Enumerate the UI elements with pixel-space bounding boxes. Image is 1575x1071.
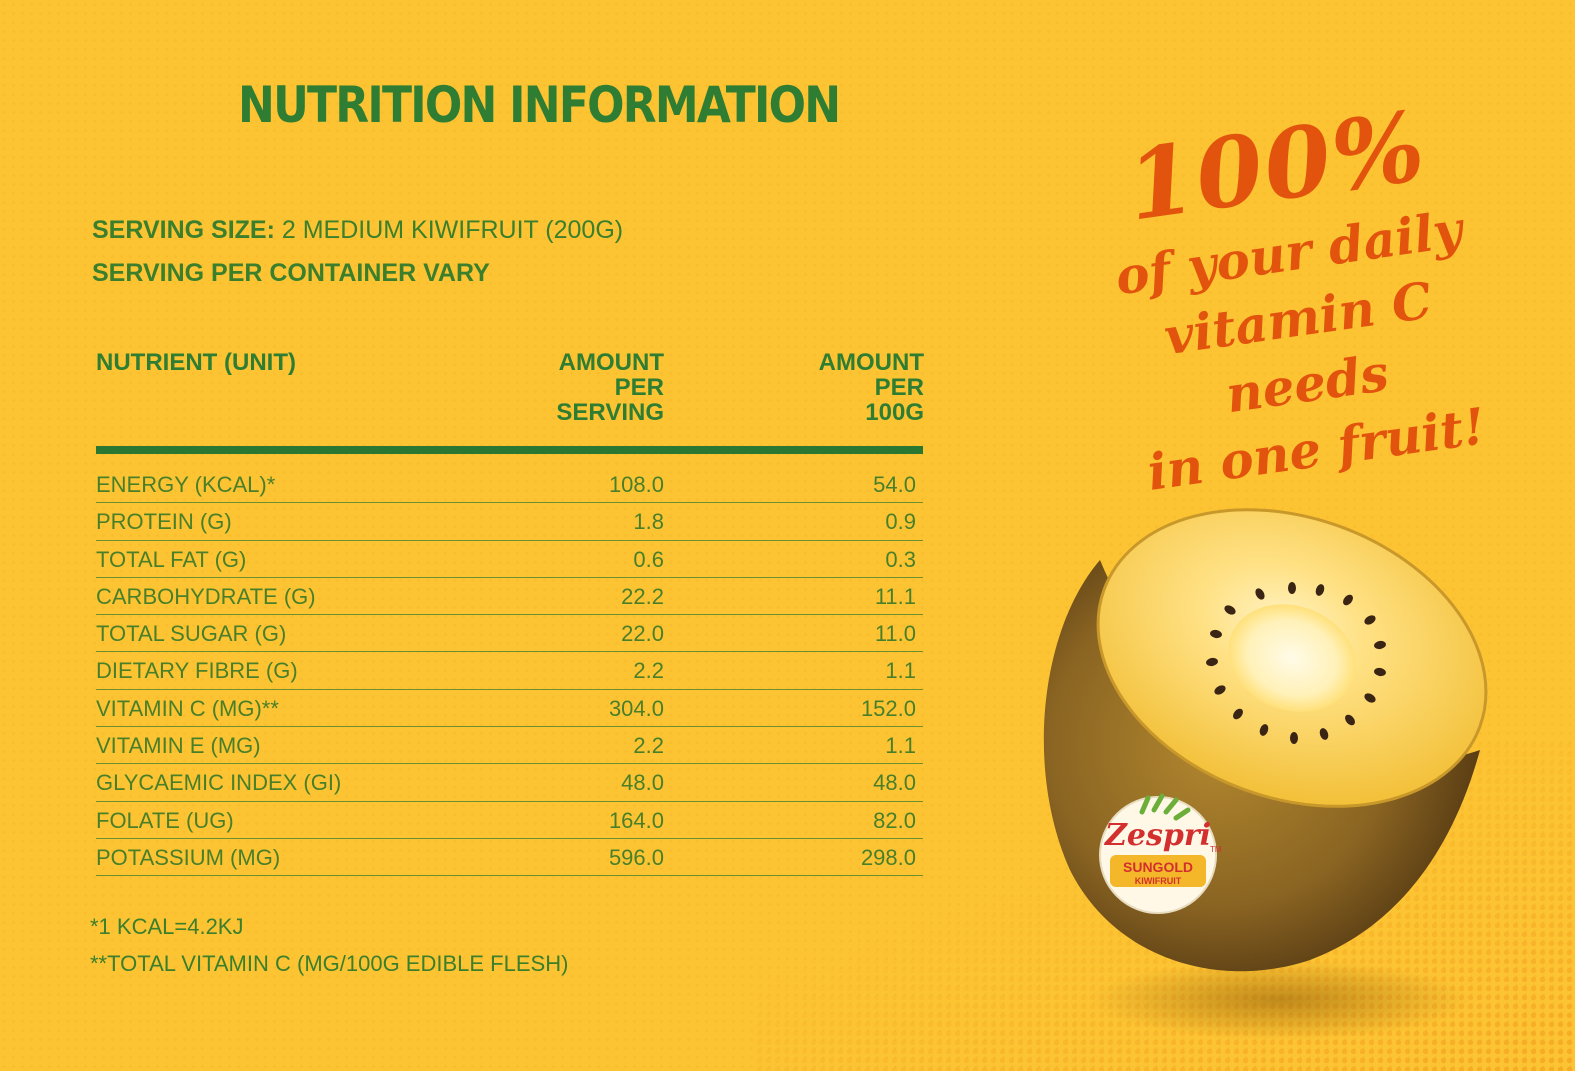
nutrition-table: ENERGY (KCAL)* 108.0 54.0 PROTEIN (G) 1.8 0.… bbox=[96, 466, 923, 877]
amount-per-100g: 0.9 bbox=[885, 509, 916, 535]
amount-per-serving: 22.0 bbox=[621, 621, 664, 647]
nutrient-name: VITAMIN E (MG) bbox=[96, 733, 261, 759]
table-row: GLYCAEMIC INDEX (GI) 48.0 48.0 bbox=[96, 764, 923, 802]
serving-size: SERVING SIZE: 2 MEDIUM KIWIFRUIT (200G) bbox=[92, 216, 623, 245]
page-title: NUTRITION INFORMATION bbox=[238, 76, 841, 134]
sticker-brand: Zespri bbox=[1104, 818, 1211, 853]
header-nutrient: NUTRIENT (UNIT) bbox=[96, 349, 296, 376]
table-row: ENERGY (KCAL)* 108.0 54.0 bbox=[96, 466, 923, 504]
sticker-tm: TM bbox=[1210, 845, 1222, 854]
sticker-sub: KIWIFRUIT bbox=[1135, 876, 1182, 886]
nutrient-name: ENERGY (KCAL)* bbox=[96, 472, 276, 497]
nutrient-name: DIETARY FIBRE (G) bbox=[96, 658, 298, 684]
amount-per-100g: 298.0 bbox=[860, 844, 916, 870]
amount-per-100g: 1.1 bbox=[885, 658, 916, 684]
amount-per-serving: 1.8 bbox=[633, 509, 664, 535]
header-divider bbox=[96, 446, 923, 454]
kiwifruit-image: Zespri TM SUNGOLD KIWIFRUIT bbox=[1043, 508, 1488, 1040]
amount-per-100g: 82.0 bbox=[873, 807, 916, 833]
footnote-vitamin-c: **TOTAL VITAMIN C (MG/100G EDIBLE FLESH) bbox=[90, 951, 569, 976]
header-per-100g-line: 100G bbox=[865, 399, 924, 426]
amount-per-serving: 22.2 bbox=[621, 583, 664, 609]
nutrient-name: TOTAL SUGAR (G) bbox=[96, 621, 287, 647]
header-per-100g-line: PER bbox=[874, 374, 924, 401]
table-row: FOLATE (UG) 164.0 82.0 bbox=[96, 802, 923, 839]
table-row: TOTAL SUGAR (G) 22.0 11.0 bbox=[96, 615, 923, 653]
table-row: CARBOHYDRATE (G) 22.2 11.1 bbox=[96, 578, 923, 616]
serving-per-container: SERVING PER CONTAINER VARY bbox=[92, 259, 490, 287]
amount-per-serving: 304.0 bbox=[608, 695, 664, 721]
amount-per-serving: 2.2 bbox=[633, 733, 664, 759]
kiwi-shadow bbox=[1090, 960, 1470, 1040]
nutrient-name: GLYCAEMIC INDEX (GI) bbox=[96, 770, 342, 796]
header-per-serving: AMOUNT PER SERVING bbox=[500, 350, 664, 425]
table-row: PROTEIN (G) 1.8 0.9 bbox=[96, 503, 923, 541]
header-per-serving-line: AMOUNT bbox=[558, 349, 664, 376]
amount-per-serving: 0.6 bbox=[633, 546, 664, 572]
kiwi-core bbox=[1228, 604, 1356, 712]
footnote-kcal: *1 KCAL=4.2KJ bbox=[90, 914, 244, 939]
nutrient-name: TOTAL FAT (G) bbox=[96, 546, 247, 572]
header-per-serving-line: PER bbox=[614, 374, 664, 401]
header-per-serving-line: SERVING bbox=[556, 399, 664, 426]
amount-per-serving: 48.0 bbox=[621, 770, 664, 796]
amount-per-100g: 11.1 bbox=[874, 583, 916, 609]
table-row: POTASSIUM (MG) 596.0 298.0 bbox=[96, 839, 923, 877]
vitamin-c-tagline: 100% of your daily vitamin C needs in on… bbox=[1056, 82, 1534, 512]
zespri-sticker: Zespri TM SUNGOLD KIWIFRUIT bbox=[1099, 793, 1222, 914]
amount-per-100g: 11.0 bbox=[874, 621, 916, 647]
sticker-product: SUNGOLD bbox=[1123, 859, 1193, 875]
nutrient-name: VITAMIN C (MG)** bbox=[96, 695, 279, 721]
amount-per-serving: 596.0 bbox=[608, 844, 664, 870]
nutrient-name: PROTEIN (G) bbox=[96, 509, 232, 535]
amount-per-100g: 1.1 bbox=[885, 733, 916, 759]
header-per-100g: AMOUNT PER 100G bbox=[740, 350, 924, 425]
table-row: TOTAL FAT (G) 0.6 0.3 bbox=[96, 541, 923, 578]
kiwi-seeds bbox=[1206, 582, 1386, 744]
amount-per-100g: 0.3 bbox=[885, 546, 916, 572]
amount-per-serving: 164.0 bbox=[608, 807, 664, 833]
nutrient-name: POTASSIUM (MG) bbox=[96, 844, 281, 870]
amount-per-serving: 108.0 bbox=[608, 472, 664, 497]
amount-per-serving: 2.2 bbox=[633, 658, 664, 684]
table-row: VITAMIN C (MG)** 304.0 152.0 bbox=[96, 690, 923, 728]
serving-size-label: SERVING SIZE: bbox=[92, 216, 275, 244]
amount-per-100g: 152.0 bbox=[860, 695, 916, 721]
nutrient-name: CARBOHYDRATE (G) bbox=[96, 583, 316, 609]
table-row: DIETARY FIBRE (G) 2.2 1.1 bbox=[96, 652, 923, 690]
nutrient-name: FOLATE (UG) bbox=[96, 807, 234, 833]
amount-per-100g: 48.0 bbox=[873, 770, 916, 796]
serving-size-value: 2 MEDIUM KIWIFRUIT (200G) bbox=[274, 216, 624, 244]
amount-per-100g: 54.0 bbox=[873, 472, 916, 497]
table-row: VITAMIN E (MG) 2.2 1.1 bbox=[96, 727, 923, 765]
header-per-100g-line: AMOUNT bbox=[818, 349, 924, 376]
